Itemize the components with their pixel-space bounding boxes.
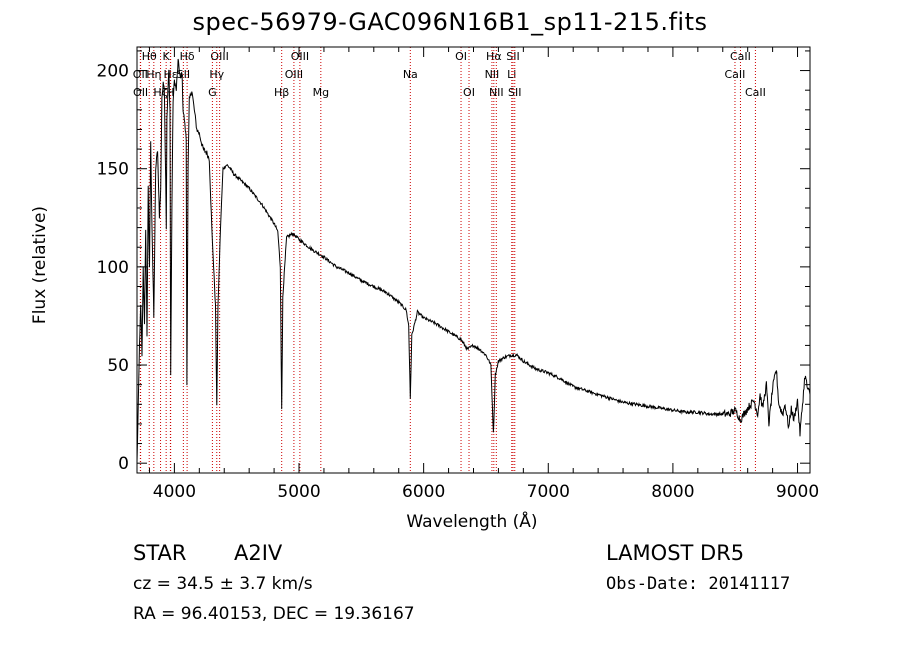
- object-type: STAR: [133, 541, 187, 565]
- marker-label: Mg: [313, 86, 329, 99]
- x-axis: 4000 5000 6000 7000 8000 9000: [148, 47, 819, 502]
- survey-name: LAMOST DR5: [606, 541, 745, 565]
- y-tick-label: 0: [118, 454, 129, 474]
- spectral-class: A2IV: [234, 541, 283, 565]
- marker-label: OIII: [285, 68, 303, 81]
- marker-label: Hγ: [209, 68, 224, 81]
- x-tick-label: 6000: [402, 482, 445, 502]
- marker-label: Hδ: [180, 50, 195, 63]
- marker-label: OI: [455, 50, 467, 63]
- redshift-readout: cz = 34.5 ± 3.7 km/s: [133, 574, 313, 594]
- marker-label: OI: [463, 86, 475, 99]
- marker-label: Na: [403, 68, 418, 81]
- y-tick-label: 100: [97, 258, 129, 278]
- x-tick-label: 7000: [527, 482, 570, 502]
- y-tick-label: 200: [97, 62, 129, 82]
- marker-label: SII: [508, 86, 521, 99]
- spectrum-line: [136, 58, 811, 463]
- marker-label: OIII: [210, 50, 228, 63]
- marker-label: CaII: [725, 68, 746, 81]
- marker-label: H: [166, 86, 174, 99]
- y-axis: 0 50 100 150 200: [97, 50, 810, 474]
- marker-label: OII: [133, 86, 148, 99]
- marker-label: Li: [507, 68, 516, 81]
- observation-date: Obs-Date: 20141117: [606, 574, 791, 594]
- x-tick-label: 5000: [277, 482, 320, 502]
- marker-label: G: [208, 86, 217, 99]
- marker-label: SII: [506, 50, 519, 63]
- chart-title: spec-56979-GAC096N16B1_sp11-215.fits: [192, 8, 708, 36]
- marker-label: SII: [177, 68, 190, 81]
- x-tick-label: 9000: [776, 482, 819, 502]
- marker-label: NII: [489, 86, 504, 99]
- marker-label: Hα: [486, 50, 502, 63]
- marker-label: Hθ: [142, 50, 157, 63]
- marker-label: K: [163, 50, 171, 63]
- marker-label: CaII: [745, 86, 766, 99]
- x-tick-label: 8000: [651, 482, 694, 502]
- marker-label: NII: [485, 68, 500, 81]
- ra-dec-readout: RA = 96.40153, DEC = 19.36167: [133, 604, 415, 624]
- plot-frame: [136, 46, 811, 474]
- marker-label: Hβ: [274, 86, 289, 99]
- y-tick-label: 150: [97, 160, 129, 180]
- marker-label: OIII: [291, 50, 309, 63]
- y-axis-label: Flux (relative): [30, 205, 50, 325]
- x-tick-label: 4000: [153, 482, 196, 502]
- marker-label: Hη: [146, 68, 161, 81]
- y-tick-label: 50: [107, 356, 129, 376]
- x-axis-label: Wavelength (Å): [406, 512, 538, 532]
